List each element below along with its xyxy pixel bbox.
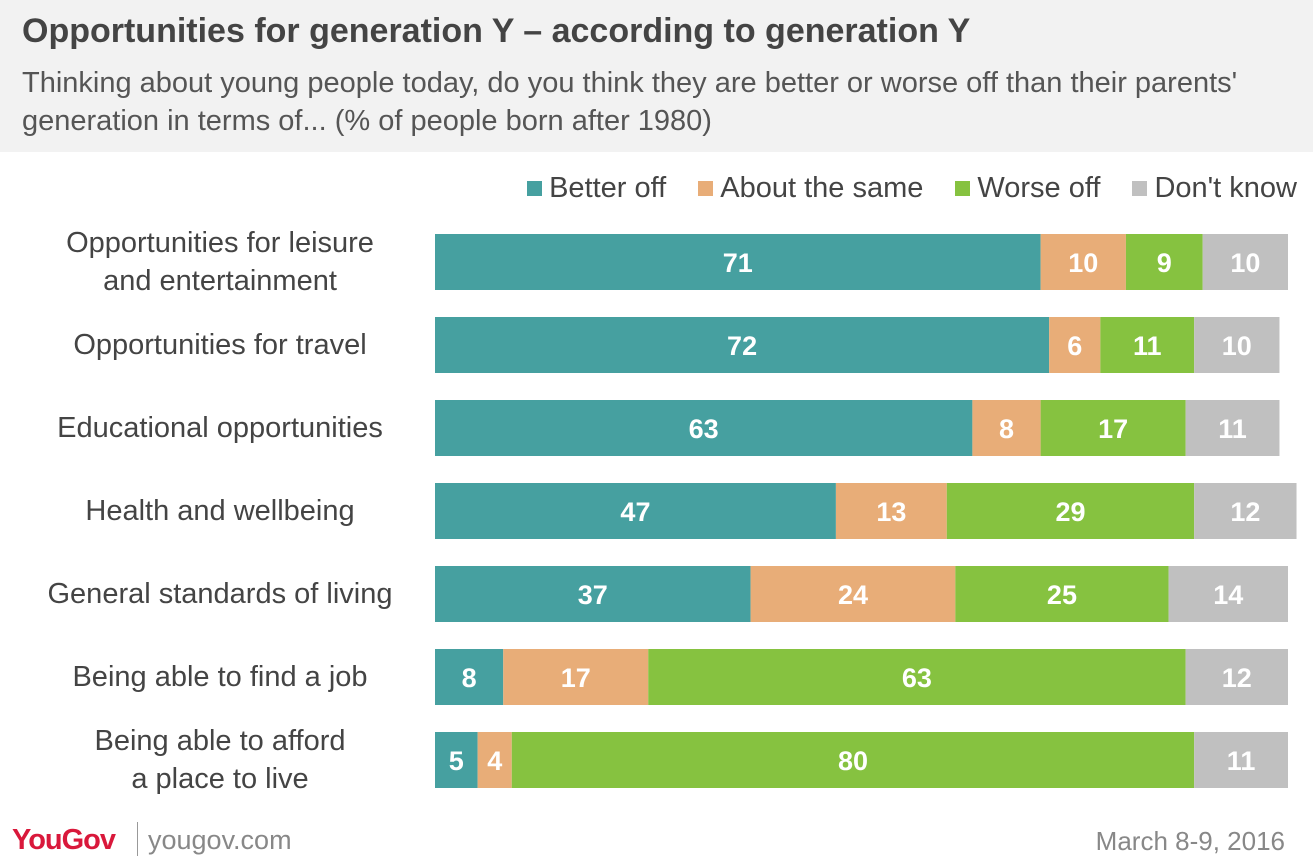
bar-segment <box>1100 317 1195 373</box>
bar-segment <box>1040 234 1126 290</box>
bar-segment <box>835 483 947 539</box>
row-label: Being able to afford a place to live <box>10 722 430 798</box>
data-label: 63 <box>689 414 719 444</box>
footer-divider <box>137 822 138 856</box>
header-band: Opportunities for generation Y – accordi… <box>0 0 1313 152</box>
data-label: 12 <box>1222 663 1252 693</box>
row-label-text: Being able to find a job <box>72 661 368 693</box>
row-label-text: Health and wellbeing <box>85 495 355 527</box>
row-label: Educational opportunities <box>10 390 430 466</box>
data-label: 11 <box>1218 414 1247 444</box>
row-label-text: Being able to afford a place to live <box>94 725 346 795</box>
legend-swatch <box>1132 181 1148 196</box>
data-label: 12 <box>1230 497 1260 527</box>
legend-swatch <box>527 181 543 196</box>
legend-item-about-the-same: About the same <box>698 172 923 205</box>
bar-segment <box>946 483 1195 539</box>
row-label-text: Opportunities for travel <box>73 329 367 361</box>
bar-segment <box>1125 234 1203 290</box>
data-label: 8 <box>462 663 477 693</box>
row-label: Health and wellbeing <box>10 473 430 549</box>
bar-segment <box>1194 732 1288 788</box>
legend-item-dont-know: Don't know <box>1132 172 1297 205</box>
bar-segment <box>435 400 973 456</box>
data-label: 10 <box>1230 248 1260 278</box>
data-label: 4 <box>487 746 502 776</box>
bar-segment <box>955 566 1169 622</box>
data-label: 72 <box>727 331 757 361</box>
data-label: 11 <box>1227 746 1256 776</box>
data-label: 17 <box>1098 414 1128 444</box>
data-label: 6 <box>1067 331 1082 361</box>
bar-segment <box>511 732 1195 788</box>
bar-segment <box>1168 566 1288 622</box>
data-label: 71 <box>723 248 753 278</box>
bar-segment <box>648 649 1186 705</box>
legend-swatch <box>698 181 714 196</box>
footer-url: yougov.com <box>148 825 292 855</box>
legend-label: Don't know <box>1154 172 1297 204</box>
yougov-logo: YouGov <box>12 824 116 856</box>
data-label: 5 <box>449 746 464 776</box>
bar-segment <box>435 234 1041 290</box>
bar-segment <box>1040 400 1186 456</box>
data-label: 13 <box>876 497 906 527</box>
bar-segment <box>1194 317 1280 373</box>
bar-segment <box>1194 483 1297 539</box>
data-label: 14 <box>1213 580 1243 610</box>
chart-title: Opportunities for generation Y – accordi… <box>22 12 971 50</box>
data-label: 37 <box>578 580 608 610</box>
data-label: 10 <box>1222 331 1252 361</box>
bar-segment <box>435 649 504 705</box>
data-label: 17 <box>561 663 591 693</box>
legend-label: Worse off <box>977 172 1101 204</box>
row-label-text: Educational opportunities <box>57 412 383 444</box>
bar-segment <box>435 732 478 788</box>
bar-segment <box>477 732 512 788</box>
legend-item-worse-off: Worse off <box>955 172 1100 205</box>
bar-segment <box>503 649 649 705</box>
data-label: 24 <box>838 580 868 610</box>
data-label: 63 <box>902 663 932 693</box>
legend-swatch <box>955 181 971 196</box>
bar-segment <box>1185 649 1288 705</box>
bar-segment <box>750 566 956 622</box>
row-label-text: Opportunities for leisure and entertainm… <box>66 227 374 297</box>
bar-segment <box>435 483 836 539</box>
bar-segment <box>1202 234 1288 290</box>
row-label: General standards of living <box>10 556 430 632</box>
legend-label: About the same <box>720 172 924 204</box>
bar-segment <box>1185 400 1280 456</box>
bar-segment <box>972 400 1041 456</box>
data-label: 25 <box>1047 580 1077 610</box>
legend-item-better-off: Better off <box>527 172 666 205</box>
footer-date: March 8-9, 2016 <box>1095 826 1285 856</box>
row-label: Being able to find a job <box>10 639 430 715</box>
bar-segment <box>435 317 1050 373</box>
row-label: Opportunities for leisure and entertainm… <box>10 224 430 300</box>
row-label: Opportunities for travel <box>10 307 430 383</box>
data-label: 80 <box>838 746 868 776</box>
row-label-text: General standards of living <box>47 578 393 610</box>
data-label: 11 <box>1133 331 1162 361</box>
data-label: 10 <box>1068 248 1098 278</box>
data-label: 47 <box>620 497 650 527</box>
chart-subtitle: Thinking about young people today, do yo… <box>22 67 1238 137</box>
bar-segment <box>1049 317 1101 373</box>
legend-label: Better off <box>549 172 667 204</box>
legend: Better off About the same Worse off Don'… <box>527 172 1297 205</box>
data-label: 9 <box>1157 248 1172 278</box>
data-label: 29 <box>1055 497 1085 527</box>
bar-segment <box>435 566 751 622</box>
data-label: 8 <box>999 414 1014 444</box>
